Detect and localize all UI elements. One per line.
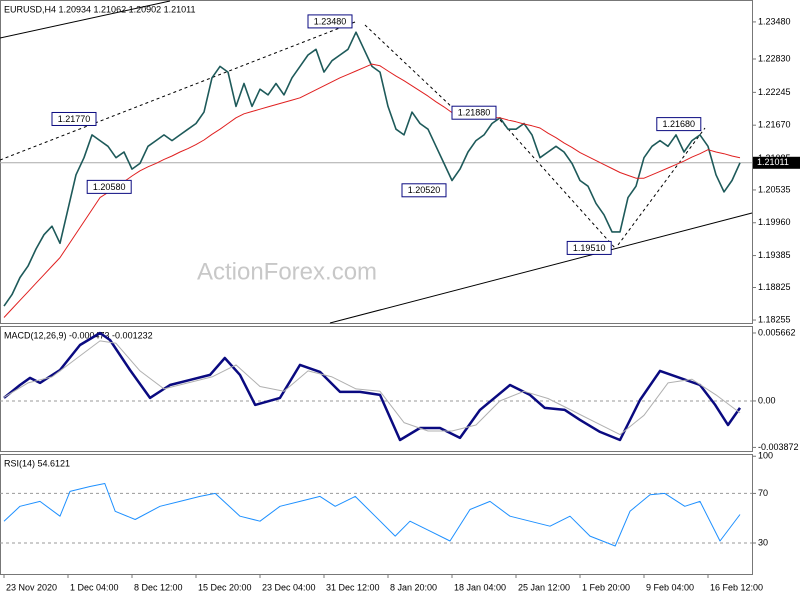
annotation-label: 1.20520 — [408, 185, 441, 195]
y-tick-label: 1.18825 — [758, 282, 791, 292]
y-tick-label: 1.22245 — [758, 87, 791, 97]
y-tick-label: 70 — [758, 488, 768, 498]
price-annotation: 1.19510 — [566, 240, 612, 255]
series-line — [3, 63, 741, 318]
y-tick-label: 1.20535 — [758, 184, 791, 194]
annotation-box — [566, 240, 612, 255]
x-tick-label: 25 Jan 12:00 — [518, 582, 570, 592]
y-tick-label: 0.005662 — [758, 327, 796, 337]
y-tick-label: 1.21670 — [758, 120, 791, 130]
annotation-box — [451, 105, 497, 120]
channel-line — [0, 0, 171, 39]
last-price-label: 1.21011 — [757, 157, 789, 167]
price-annotation: 1.20520 — [401, 183, 447, 198]
series-line — [3, 340, 741, 436]
annotation-label: 1.19510 — [573, 243, 606, 253]
x-tick-label: 8 Jan 20:00 — [390, 582, 437, 592]
channel-line — [329, 212, 753, 324]
x-tick-label: 18 Jan 04:00 — [454, 582, 506, 592]
wave-line — [499, 119, 616, 249]
price-panel — [0, 0, 753, 324]
watermark: ActionForex.com — [197, 258, 377, 285]
annotation-label: 1.20580 — [93, 182, 126, 192]
trend-lines — [0, 0, 753, 324]
y-tick-label: 0.00 — [758, 395, 776, 405]
wave-line — [617, 127, 706, 246]
annotation-label: 1.21680 — [663, 119, 696, 129]
wave-line — [364, 24, 456, 111]
chart-title: EURUSD,H4 1.20934 1.21062 1.20902 1.2101… — [4, 4, 195, 14]
annotation-box — [307, 14, 353, 29]
macd-panel — [0, 326, 753, 452]
annotation-label: 1.23480 — [314, 16, 347, 26]
y-tick-label: 100 — [758, 451, 773, 461]
x-tick-label: 1 Feb 20:00 — [582, 582, 630, 592]
annotation-box — [51, 111, 97, 126]
macd-title: MACD(12,26,9) -0.000473 -0.001232 — [4, 330, 153, 340]
rsi-panel — [0, 454, 753, 575]
y-tick-label: 1.18255 — [758, 314, 791, 324]
price-annotation: 1.21880 — [451, 105, 497, 120]
y-tick-label: 30 — [758, 537, 768, 547]
x-tick-label: 1 Dec 04:00 — [70, 582, 119, 592]
annotation-box — [656, 117, 702, 132]
y-tick-label: 1.22830 — [758, 53, 791, 63]
series-line — [3, 31, 741, 307]
annotation-label: 1.21880 — [458, 108, 491, 118]
annotation-label: 1.21770 — [58, 114, 91, 124]
last-price-box — [753, 156, 800, 169]
price-annotation: 1.23480 — [307, 14, 353, 29]
price-annotation: 1.21680 — [656, 117, 702, 132]
price-annotation: 1.21770 — [51, 111, 97, 126]
y-tick-label: 1.19960 — [758, 217, 791, 227]
series-line — [3, 483, 741, 547]
y-tick-label: 1.23480 — [758, 16, 791, 26]
x-tick-label: 15 Dec 20:00 — [198, 582, 252, 592]
annotation-box — [86, 179, 132, 194]
x-tick-label: 9 Feb 04:00 — [646, 582, 694, 592]
x-tick-label: 16 Feb 12:00 — [710, 582, 763, 592]
y-tick-label: -0.003872 — [758, 442, 799, 452]
x-tick-label: 23 Dec 04:00 — [262, 582, 316, 592]
x-tick-label: 23 Nov 2020 — [6, 582, 57, 592]
series-line — [3, 331, 742, 442]
rsi-title: RSI(14) 54.6121 — [4, 458, 70, 468]
annotation-box — [401, 183, 447, 198]
price-annotation: 1.20580 — [86, 179, 132, 194]
x-tick-label: 31 Dec 12:00 — [326, 582, 380, 592]
y-tick-label: 1.19385 — [758, 250, 791, 260]
x-tick-label: 8 Dec 12:00 — [134, 582, 183, 592]
